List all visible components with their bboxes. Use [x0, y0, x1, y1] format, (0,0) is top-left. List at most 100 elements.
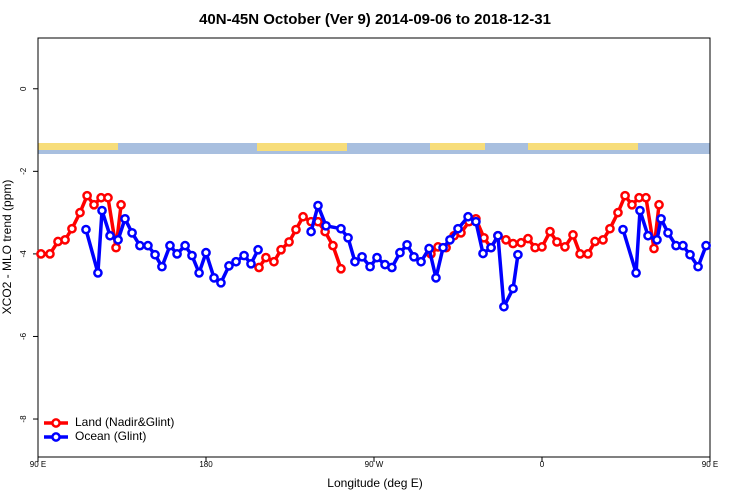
data-point: [641, 192, 651, 203]
y-axis-label: XCO2 - MLO trend (ppm): [0, 180, 14, 315]
land-ocean-strip: [38, 143, 710, 154]
data-point: [613, 207, 623, 218]
data-point: [187, 250, 197, 261]
x-tick-label: 180: [199, 460, 213, 469]
data-point: [194, 268, 204, 278]
data-point: [81, 224, 91, 235]
data-point: [431, 272, 441, 283]
data-point: [493, 230, 503, 241]
data-point: [372, 252, 382, 263]
data-point: [438, 242, 448, 253]
series-line: [40, 193, 123, 256]
data-point: [89, 199, 99, 210]
data-point: [501, 235, 511, 245]
data-point: [284, 237, 294, 247]
data-point: [306, 226, 316, 237]
data-point: [269, 256, 279, 267]
data-point: [75, 207, 85, 218]
data-point: [424, 243, 434, 254]
data-point: [180, 240, 190, 251]
data-point: [537, 242, 547, 252]
data-point: [478, 248, 488, 259]
y-tick-label: -4: [19, 250, 28, 258]
data-point: [620, 190, 630, 201]
y-tick-label: -8: [19, 415, 28, 423]
data-point: [157, 261, 167, 272]
data-point: [701, 240, 711, 251]
x-tick-label: 0: [540, 460, 545, 469]
data-point: [105, 230, 115, 241]
data-point: [350, 256, 360, 267]
data-point: [201, 247, 211, 258]
data-point: [313, 200, 323, 211]
data-point: [150, 249, 160, 260]
legend-marker: [51, 432, 61, 442]
data-point: [590, 236, 600, 247]
data-point: [598, 235, 608, 245]
data-point: [693, 261, 703, 272]
data-point: [471, 216, 481, 227]
data-point: [239, 250, 249, 261]
data-point: [365, 261, 375, 272]
data-point: [357, 251, 367, 262]
data-point: [336, 263, 346, 274]
data-point: [60, 235, 70, 245]
legend-label: Ocean (Glint): [75, 429, 146, 443]
data-point: [523, 233, 533, 244]
x-tick-label: 90 W: [365, 460, 384, 469]
data-point: [67, 223, 77, 234]
data-point: [416, 256, 426, 267]
data-point: [652, 235, 662, 245]
data-point: [552, 237, 562, 247]
data-point: [575, 249, 585, 259]
data-point: [343, 232, 353, 243]
y-tick-label: 0: [19, 86, 28, 91]
data-point: [545, 226, 555, 237]
data-point: [93, 268, 103, 278]
data-point: [654, 199, 664, 210]
data-point: [486, 242, 496, 253]
data-point: [165, 240, 175, 251]
data-point: [328, 240, 338, 251]
data-point: [568, 230, 578, 240]
data-point: [635, 205, 645, 216]
data-point: [663, 227, 673, 238]
x-tick-label: 90 E: [702, 460, 718, 469]
data-point: [116, 199, 126, 210]
data-point: [409, 251, 419, 262]
data-point: [649, 243, 659, 254]
data-point: [254, 262, 264, 273]
legend-label: Land (Nadir&Glint): [75, 415, 174, 429]
data-point: [209, 272, 219, 283]
data-point: [82, 190, 92, 201]
data-point: [685, 249, 695, 260]
data-point: [45, 249, 55, 259]
data-point: [499, 301, 509, 312]
data-point: [298, 211, 308, 222]
data-point: [656, 213, 666, 224]
data-point: [172, 249, 182, 259]
x-axis-label: Longitude (deg E): [327, 476, 422, 490]
data-point: [291, 224, 301, 235]
data-point: [127, 227, 137, 238]
data-point: [103, 192, 113, 203]
data-point: [643, 230, 653, 241]
data-point: [513, 249, 523, 260]
data-point: [113, 235, 123, 245]
chart-title: 40N-45N October (Ver 9) 2014-09-06 to 20…: [199, 11, 551, 28]
y-tick-label: -2: [19, 167, 28, 175]
data-point: [516, 237, 526, 248]
data-point: [336, 223, 346, 234]
data-point: [231, 256, 241, 267]
data-point: [605, 223, 615, 234]
data-point: [120, 213, 130, 224]
data-point: [97, 205, 107, 216]
data-point: [36, 249, 46, 259]
data-point: [246, 258, 256, 269]
data-point: [618, 224, 628, 235]
data-point: [508, 283, 518, 294]
data-point: [135, 240, 145, 251]
data-point: [261, 252, 271, 263]
data-point: [111, 242, 121, 253]
